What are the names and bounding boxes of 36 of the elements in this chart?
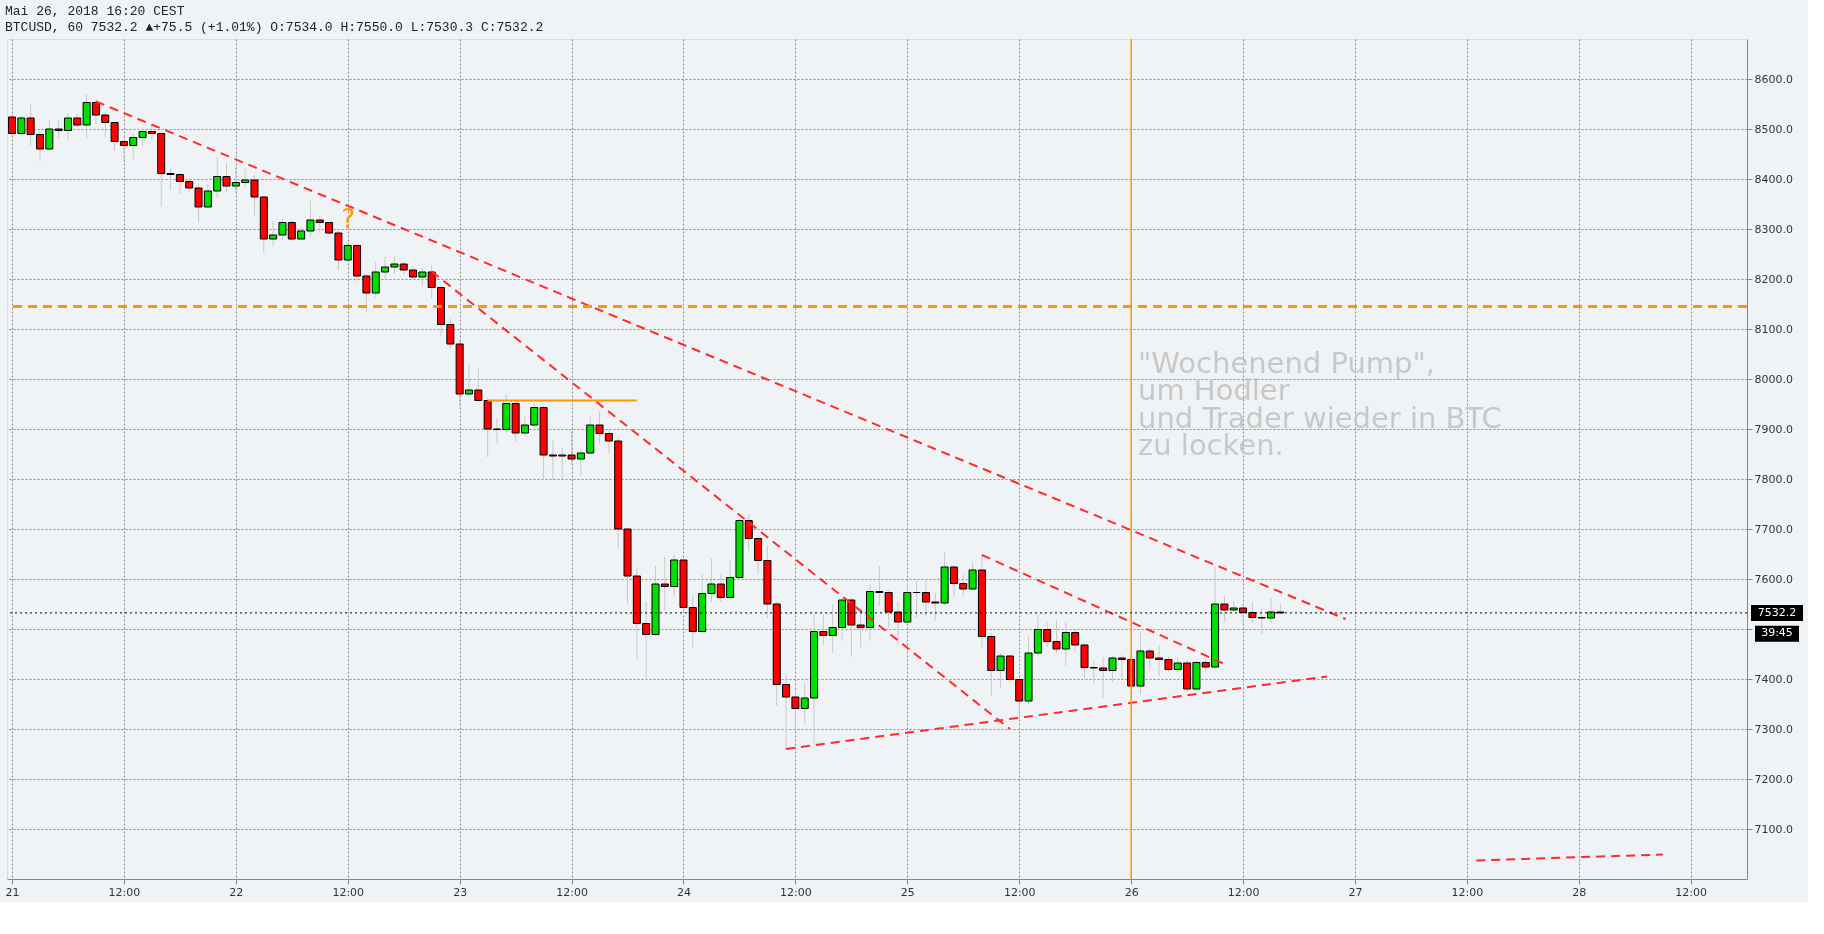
x-tick-label: 12:00 (332, 885, 365, 899)
x-tick-label: 21 (5, 885, 20, 899)
y-tick-label: 8400.0 (1754, 172, 1793, 186)
x-tick-label: 12:00 (1227, 885, 1260, 899)
chart-subtitle: BTCUSD, 60 7532.2 ▲+75.5 (+1.01%) O:7534.0 H:7550.0 L:7530.3 C:7532.2 (5, 20, 544, 36)
y-tick-label: 8100.0 (1754, 322, 1793, 336)
y-tick-label: 7200.0 (1754, 772, 1793, 786)
y-tick-label: 8200.0 (1754, 272, 1793, 286)
x-tick-label: 12:00 (1003, 885, 1036, 899)
x-tick-label: 26 (1124, 885, 1139, 899)
x-tick-label: 25 (900, 885, 915, 899)
x-tick-label: 23 (453, 885, 468, 899)
y-tick-label: 8300.0 (1754, 222, 1793, 236)
x-tick-label: 28 (1572, 885, 1587, 899)
y-tick-label: 7400.0 (1754, 672, 1793, 686)
y-tick-label: 8500.0 (1754, 122, 1793, 136)
x-tick-label: 12:00 (1675, 885, 1708, 899)
y-tick-label: 7100.0 (1754, 822, 1793, 836)
y-tick-label: 8600.0 (1754, 72, 1793, 86)
text: 39:45 (1761, 625, 1793, 639)
x-tick-label: 12:00 (108, 885, 141, 899)
x-tick-label: 22 (229, 885, 244, 899)
x-tick-label: 12:00 (1451, 885, 1484, 899)
y-tick-label: 7600.0 (1754, 572, 1793, 586)
chart-title: Mai 26, 2018 16:20 CEST (5, 4, 185, 20)
x-tick-label: 12:00 (556, 885, 588, 899)
x-tick-label: 12:00 (780, 885, 812, 899)
x-tick-label: 27 (1348, 885, 1363, 899)
y-tick-label: 7300.0 (1754, 722, 1793, 736)
x-tick-label: 24 (676, 885, 691, 899)
y-tick-label: 8000.0 (1754, 372, 1793, 386)
annotation: ? (341, 204, 355, 234)
ref-line-label: 7532.2 (1757, 605, 1797, 619)
y-tick-label: 7900.0 (1754, 422, 1793, 436)
y-tick-label: 7700.0 (1754, 522, 1793, 536)
y-tick-label: 7800.0 (1754, 472, 1793, 486)
